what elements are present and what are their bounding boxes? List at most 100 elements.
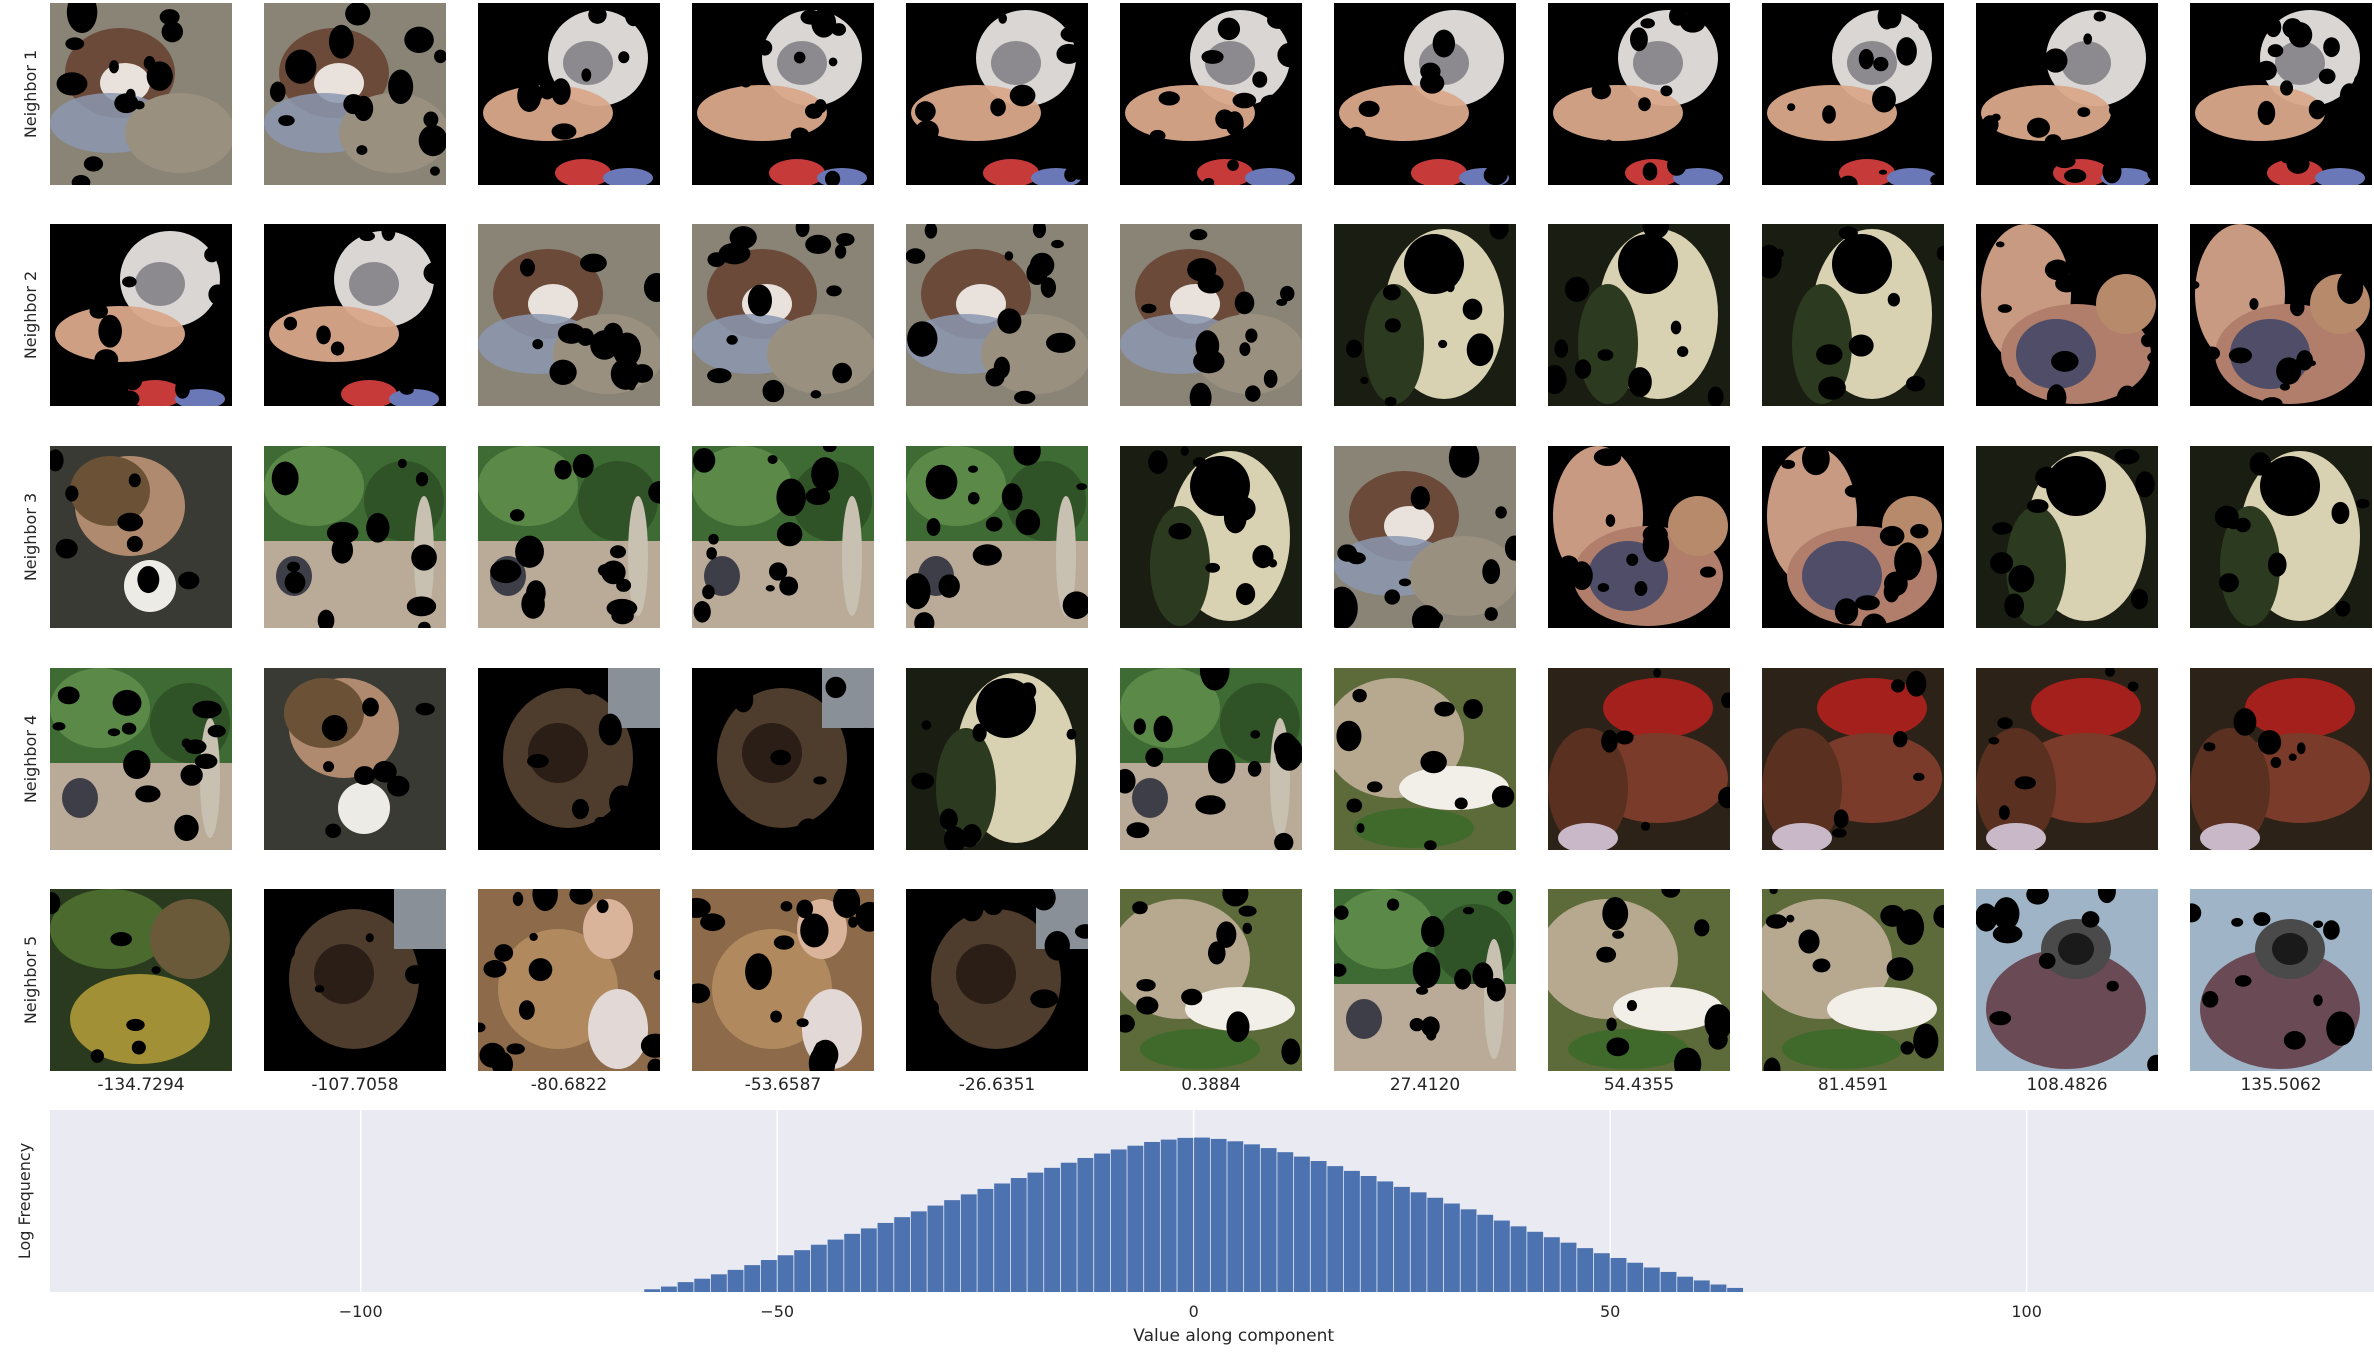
histogram-bar (927, 1205, 944, 1292)
histogram-bar (1260, 1148, 1277, 1292)
thumbnail-golden-dog (1334, 224, 1516, 406)
histogram-bar (1427, 1197, 1444, 1292)
histogram-bar (1377, 1181, 1394, 1292)
histogram-bar (1027, 1172, 1044, 1292)
thumbnail-flower-pot (1762, 668, 1944, 850)
thumbnail-woman-ball (50, 446, 232, 628)
thumbnail-garden-path (1334, 668, 1516, 850)
histogram-bar (1727, 1287, 1744, 1292)
row-label: Neighbor 5 (21, 936, 40, 1024)
x-tick-label: 100 (2011, 1302, 2042, 1321)
thumbnail-golden-dog (906, 668, 1088, 850)
thumbnail-cat-white (50, 224, 232, 406)
histogram-bar (1210, 1138, 1227, 1292)
thumbnail-cat-white (906, 3, 1088, 185)
column-value-label: -107.7058 (311, 1075, 398, 1095)
thumbnail-ostrich-foliage (692, 446, 874, 628)
histogram-bar (1693, 1280, 1710, 1292)
x-tick-labels: −100 −50 0 50 100 (339, 1302, 2042, 1321)
thumbnail-dark-dog (906, 889, 1088, 1071)
thumbnail-golden-dog (1120, 446, 1302, 628)
histogram-bar (1627, 1262, 1644, 1292)
thumbnail-dark-dog (478, 668, 660, 850)
thumbnail-flower-pot (1548, 668, 1730, 850)
histogram-bar (1094, 1153, 1110, 1292)
thumbnail-cat-white (2190, 3, 2372, 185)
row-label: Neighbor 2 (21, 271, 40, 359)
thumbnail-dog-pink (2190, 224, 2372, 406)
histogram-bar (1493, 1220, 1510, 1292)
thumbnail-cat-white (1976, 3, 2158, 185)
thumbnail-dog-hay (1334, 446, 1516, 628)
histogram-bar (1543, 1237, 1560, 1292)
thumbnail-dog-hay (692, 224, 874, 406)
histogram-bar (1327, 1166, 1344, 1292)
column-value-label: -53.6587 (745, 1075, 821, 1095)
histogram-bar (1710, 1284, 1727, 1292)
histogram-bar (1194, 1137, 1210, 1292)
histogram-bar (677, 1282, 694, 1292)
column-value-label: -134.7294 (97, 1075, 184, 1095)
histogram-bar (660, 1286, 677, 1292)
thumbnail-dog-pink (1548, 446, 1730, 628)
histogram-bar (777, 1255, 794, 1292)
histogram-bar (1660, 1271, 1677, 1292)
histogram-bar (1577, 1248, 1594, 1292)
histogram-bar (1294, 1156, 1310, 1292)
thumbnail-ostrich-foliage (1120, 668, 1302, 850)
thumbnail-dog-hay (264, 3, 446, 185)
thumbnail-ostrich-foliage (50, 668, 232, 850)
x-tick-label: 50 (1600, 1302, 1620, 1321)
thumbnail-dog-hay (906, 224, 1088, 406)
column-value-label: 108.4826 (2026, 1075, 2107, 1095)
thumbnail-binoculars (1976, 889, 2158, 1071)
histogram-bar (1060, 1162, 1077, 1292)
thumbnail-binoculars (2190, 889, 2372, 1071)
thumbnail-dog-hay (50, 3, 232, 185)
histogram-bar (1227, 1141, 1244, 1292)
histogram-bar (1593, 1253, 1610, 1292)
thumbnail-ostrich-foliage (478, 446, 660, 628)
y-axis-label: Log Frequency (15, 1143, 34, 1259)
histogram-bar (894, 1217, 911, 1292)
histogram-bar (1510, 1226, 1527, 1292)
thumbnail-golden-dog (1548, 224, 1730, 406)
histogram-bar (1344, 1170, 1360, 1292)
thumbnail-cat-white (1120, 3, 1302, 185)
thumbnail-cat-white (1334, 3, 1516, 185)
thumbnail-girl-dog (692, 889, 874, 1071)
histogram-bar (644, 1289, 661, 1292)
thumbnail-dog-hay (1120, 224, 1302, 406)
histogram-bar (727, 1269, 744, 1292)
x-tick-label: −50 (760, 1302, 794, 1321)
histogram-bar (1127, 1145, 1144, 1292)
thumbnail-dog-hay (478, 224, 660, 406)
histogram-bar (1144, 1141, 1160, 1292)
histogram-bar (877, 1222, 894, 1292)
row-labels: Neighbor 1 Neighbor 2 Neighbor 3 Neighbor 4… (21, 50, 40, 1024)
histogram: −100 −50 0 50 100 Value along component Log … (15, 1110, 2374, 1346)
thumbnail-ostrich-foliage (1334, 889, 1516, 1071)
thumbnail-girl-dog (478, 889, 660, 1071)
column-value-label: 135.5062 (2240, 1075, 2321, 1095)
thumbnail-dog-pink (1976, 224, 2158, 406)
histogram-bar (1460, 1209, 1477, 1292)
histogram-bar (744, 1265, 761, 1292)
thumbnail-ostrich-foliage (906, 446, 1088, 628)
histogram-bar (1077, 1157, 1094, 1292)
x-axis-label: Value along component (1133, 1326, 1334, 1346)
thumbnail-golden-dog (1762, 224, 1944, 406)
column-value-label: -26.6351 (959, 1075, 1035, 1095)
histogram-bar (1360, 1175, 1377, 1292)
histogram-bar (860, 1228, 877, 1292)
histogram-bar (810, 1244, 827, 1292)
histogram-bar (1677, 1276, 1694, 1292)
thumbnail-cat-white (692, 3, 874, 185)
histogram-bar (1244, 1144, 1260, 1292)
histogram-bar (1010, 1178, 1027, 1292)
thumbnail-flower-pot (1976, 668, 2158, 850)
column-value-label: 81.4591 (1818, 1075, 1888, 1095)
histogram-bar (844, 1233, 861, 1292)
row-label: Neighbor 1 (21, 50, 40, 138)
